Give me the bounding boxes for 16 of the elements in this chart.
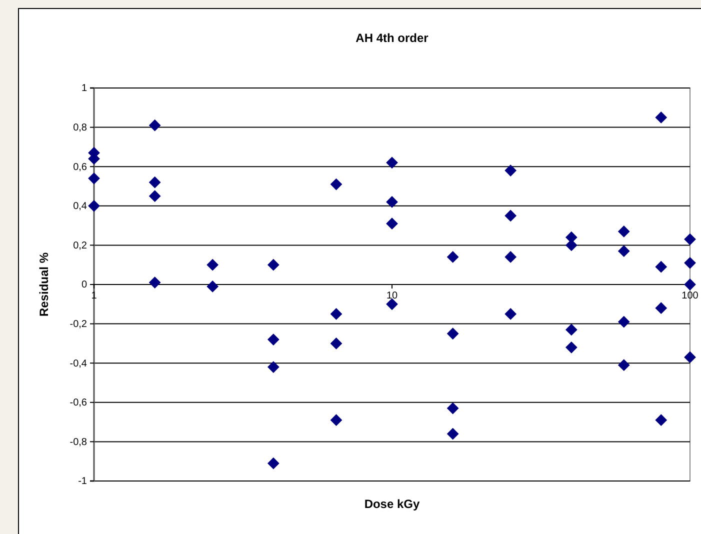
y-tick-label: 0,6 — [73, 162, 88, 173]
y-tick-label: 0,8 — [73, 122, 88, 134]
chart-title: AH 4th order — [356, 31, 429, 45]
x-tick-label: 10 — [386, 290, 398, 302]
y-tick-label: -0,4 — [70, 358, 88, 370]
y-tick-label: -0,2 — [70, 319, 88, 330]
y-tick-label: 0 — [81, 280, 88, 291]
x-tick-label: 100 — [682, 290, 699, 302]
x-axis-title: Dose kGy — [364, 497, 420, 511]
y-tick-label: 0,4 — [73, 201, 88, 212]
y-tick-label: -0,6 — [70, 398, 88, 409]
y-tick-label: 0,2 — [73, 240, 88, 252]
y-tick-label: -1 — [78, 476, 88, 488]
y-tick-label: 1 — [81, 83, 88, 94]
y-tick-label: -0,8 — [70, 436, 88, 448]
y-axis-title: Residual % — [37, 252, 51, 317]
